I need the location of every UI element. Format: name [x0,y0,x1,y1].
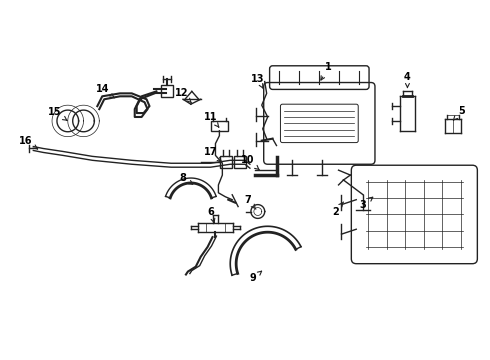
Text: 15: 15 [48,107,67,120]
Text: 10: 10 [241,155,259,170]
Text: 4: 4 [404,72,411,87]
Text: 2: 2 [332,202,343,216]
Bar [220,156,232,168]
Text: 11: 11 [204,112,219,127]
Text: 1: 1 [321,62,332,80]
Bar [161,85,173,97]
Text: 14: 14 [96,84,114,98]
Text: 8: 8 [179,173,193,184]
Bar [234,156,246,168]
Text: 5: 5 [453,106,465,120]
Text: 12: 12 [175,88,192,103]
Text: 6: 6 [207,207,215,222]
Text: 17: 17 [204,148,222,162]
Text: 3: 3 [360,197,373,210]
Text: 16: 16 [19,136,38,149]
Bar [211,121,228,131]
Text: 7: 7 [245,195,256,209]
Text: 13: 13 [251,73,265,89]
Text: 9: 9 [249,271,262,283]
